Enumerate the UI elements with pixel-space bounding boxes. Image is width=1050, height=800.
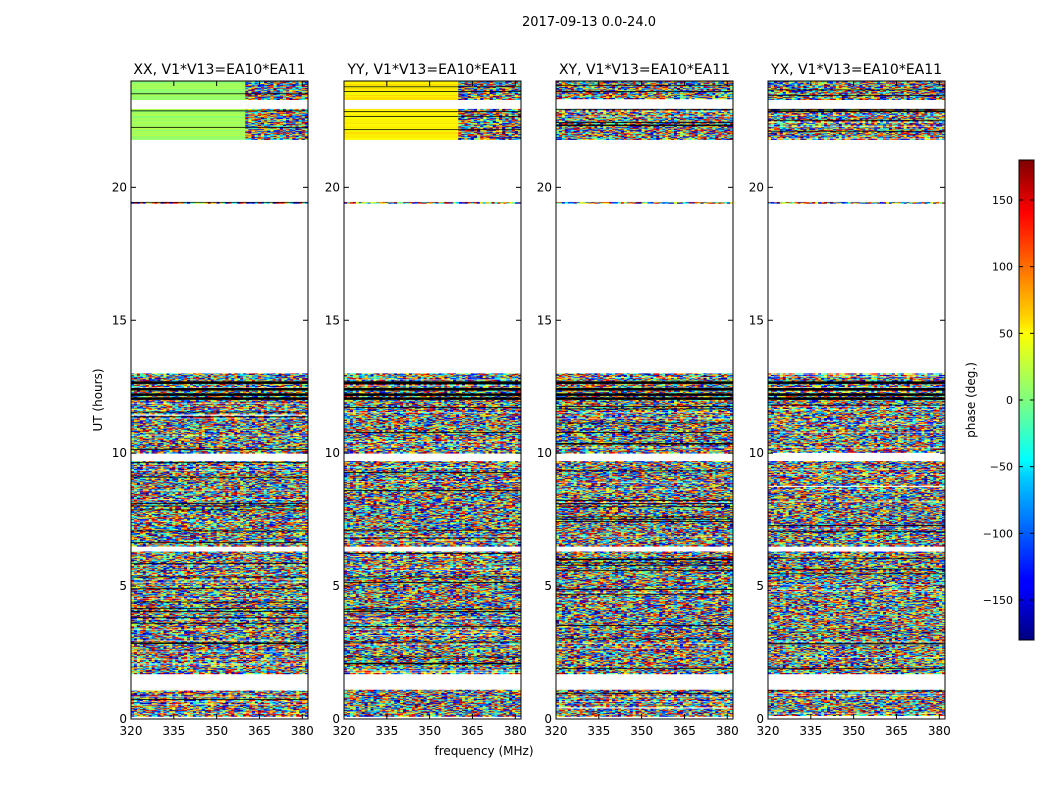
x-tick-label: 365 [885,724,908,738]
x-tick-label: 335 [799,724,822,738]
y-tick-label: 15 [537,313,552,327]
y-tick-label: 10 [112,446,127,460]
colorbar-tick-label: 150 [992,194,1013,207]
colorbar-tick-label: 0 [1006,394,1013,407]
colorbar: phase (deg.) 150 100 50 0 −50 −100 −150 [964,160,1034,640]
y-tick-label: 10 [325,446,340,460]
y-tick-label: 0 [332,712,340,726]
panel-title: XX, V1*V13=EA10*EA11 [133,62,305,78]
y-tick-label: 5 [544,579,552,593]
x-tick-label: 380 [291,724,314,738]
y-tick-label: 0 [756,712,764,726]
panel-4: YX, V1*V13=EA10*EA11 320 335 350 365 380 0 5 10 1… [749,62,951,738]
colorbar-tick-label: 50 [999,327,1013,340]
x-tick-label: 350 [842,724,865,738]
phase-image [131,81,308,717]
x-tick-label: 320 [757,724,780,738]
panel-3: XY, V1*V13=EA10*EA11 320 335 350 365 380 0 5 10 1… [537,62,739,738]
y-tick-label: 5 [756,579,764,593]
y-tick-label: 20 [537,180,552,194]
x-tick-label: 320 [120,724,143,738]
colorbar-tick-label: −100 [983,527,1013,540]
y-axis-label: UT (hours) [91,368,105,431]
x-tick-label: 380 [504,724,527,738]
panel-1: XX, V1*V13=EA10*EA11 320 335 350 365 380 0 5 10 1… [112,62,314,738]
y-tick-label: 15 [749,313,764,327]
x-tick-label: 335 [587,724,610,738]
y-tick-label: 20 [325,180,340,194]
panel-title: XY, V1*V13=EA10*EA11 [559,62,730,78]
phase-image [344,81,521,717]
figure-suptitle: 2017-09-13 0.0-24.0 [522,15,656,30]
colorbar-tick-label: −50 [990,461,1013,474]
y-tick-label: 0 [544,712,552,726]
x-tick-label: 335 [162,724,185,738]
colorbar-tick-label: −150 [983,594,1013,607]
panel-title: YX, V1*V13=EA10*EA11 [770,62,942,78]
panel-2: YY, V1*V13=EA10*EA11 320 335 350 365 380 0 5 10 1… [325,62,527,738]
x-axis-label: frequency (MHz) [434,744,533,758]
x-tick-label: 320 [333,724,356,738]
x-tick-label: 365 [248,724,271,738]
x-tick-label: 350 [630,724,653,738]
colorbar-label: phase (deg.) [964,362,978,438]
x-tick-label: 380 [928,724,951,738]
x-tick-label: 320 [545,724,568,738]
x-tick-label: 350 [205,724,228,738]
y-tick-label: 15 [325,313,340,327]
colorbar-tick-label: 100 [992,261,1013,274]
x-tick-label: 365 [461,724,484,738]
y-tick-label: 0 [119,712,127,726]
phase-image [768,81,945,716]
panel-title: YY, V1*V13=EA10*EA11 [346,62,517,78]
phase-image [556,81,733,717]
y-tick-label: 5 [119,579,127,593]
x-tick-label: 380 [716,724,739,738]
y-tick-label: 20 [749,180,764,194]
x-tick-label: 335 [375,724,398,738]
x-tick-label: 350 [418,724,441,738]
y-tick-label: 10 [749,446,764,460]
y-tick-label: 20 [112,180,127,194]
x-tick-label: 365 [673,724,696,738]
y-tick-label: 15 [112,313,127,327]
y-tick-label: 10 [537,446,552,460]
y-tick-label: 5 [332,579,340,593]
